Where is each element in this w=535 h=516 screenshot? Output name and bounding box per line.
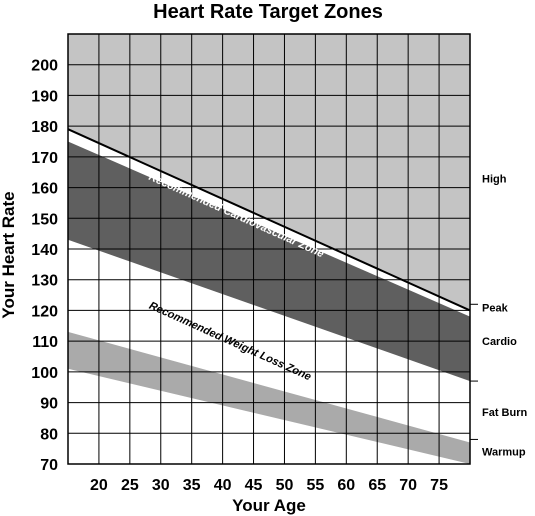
fat-burn-zone-band bbox=[68, 331, 470, 464]
y-tick-label: 90 bbox=[40, 396, 58, 413]
y-tick-label: 180 bbox=[31, 119, 58, 136]
y-tick-label: 100 bbox=[31, 365, 58, 382]
y-tick-label: 150 bbox=[31, 211, 58, 228]
y-tick-label: 190 bbox=[31, 88, 58, 105]
y-tick-label: 70 bbox=[40, 457, 58, 474]
x-tick-label: 60 bbox=[337, 477, 355, 494]
zone-label: Cardio bbox=[482, 336, 517, 348]
x-tick-label: 45 bbox=[245, 477, 263, 494]
y-tick-label: 140 bbox=[31, 242, 58, 259]
x-tick-label: 55 bbox=[306, 477, 324, 494]
y-tick-label: 120 bbox=[31, 303, 58, 320]
y-tick-label: 130 bbox=[31, 273, 58, 290]
zone-label: Fat Burn bbox=[482, 407, 528, 419]
x-tick-label: 35 bbox=[183, 477, 201, 494]
x-tick-label: 75 bbox=[430, 477, 448, 494]
chart-title: Heart Rate Target Zones bbox=[153, 1, 383, 23]
y-tick-labels: 70 80 90 100 110 120 130 140 150 160 170 180 190 200 bbox=[31, 58, 58, 474]
plot-frame bbox=[67, 33, 471, 465]
x-tick-label: 65 bbox=[368, 477, 386, 494]
x-tick-label: 40 bbox=[214, 477, 232, 494]
y-tick-label: 110 bbox=[32, 334, 58, 351]
x-tick-labels: 20 25 30 35 40 45 50 55 60 65 70 75 bbox=[90, 477, 448, 494]
x-tick-label: 20 bbox=[90, 477, 108, 494]
y-tick-label: 160 bbox=[31, 181, 58, 198]
x-tick-label: 30 bbox=[152, 477, 170, 494]
cardio-zone-band bbox=[68, 141, 470, 382]
x-tick-label: 50 bbox=[276, 477, 294, 494]
y-tick-label: 80 bbox=[40, 426, 58, 443]
plot-area: Recommended Cardiovascular ZoneRecommend… bbox=[67, 33, 478, 465]
x-tick-label: 70 bbox=[399, 477, 417, 494]
zone-label: Warmup bbox=[482, 447, 526, 459]
y-tick-label: 200 bbox=[31, 58, 58, 75]
zone-label: High bbox=[482, 173, 507, 185]
y-axis-label: Your Heart Rate bbox=[0, 191, 18, 318]
x-axis-label: Your Age bbox=[232, 496, 306, 515]
zone-label: Peak bbox=[482, 302, 509, 314]
y-tick-label: 170 bbox=[31, 150, 58, 167]
grid-lines bbox=[68, 34, 470, 465]
peak-line bbox=[67, 128, 471, 312]
zone-labels: High Peak Cardio Fat Burn Warmup bbox=[482, 173, 528, 458]
high-zone-area bbox=[68, 34, 470, 311]
x-tick-label: 25 bbox=[121, 477, 139, 494]
